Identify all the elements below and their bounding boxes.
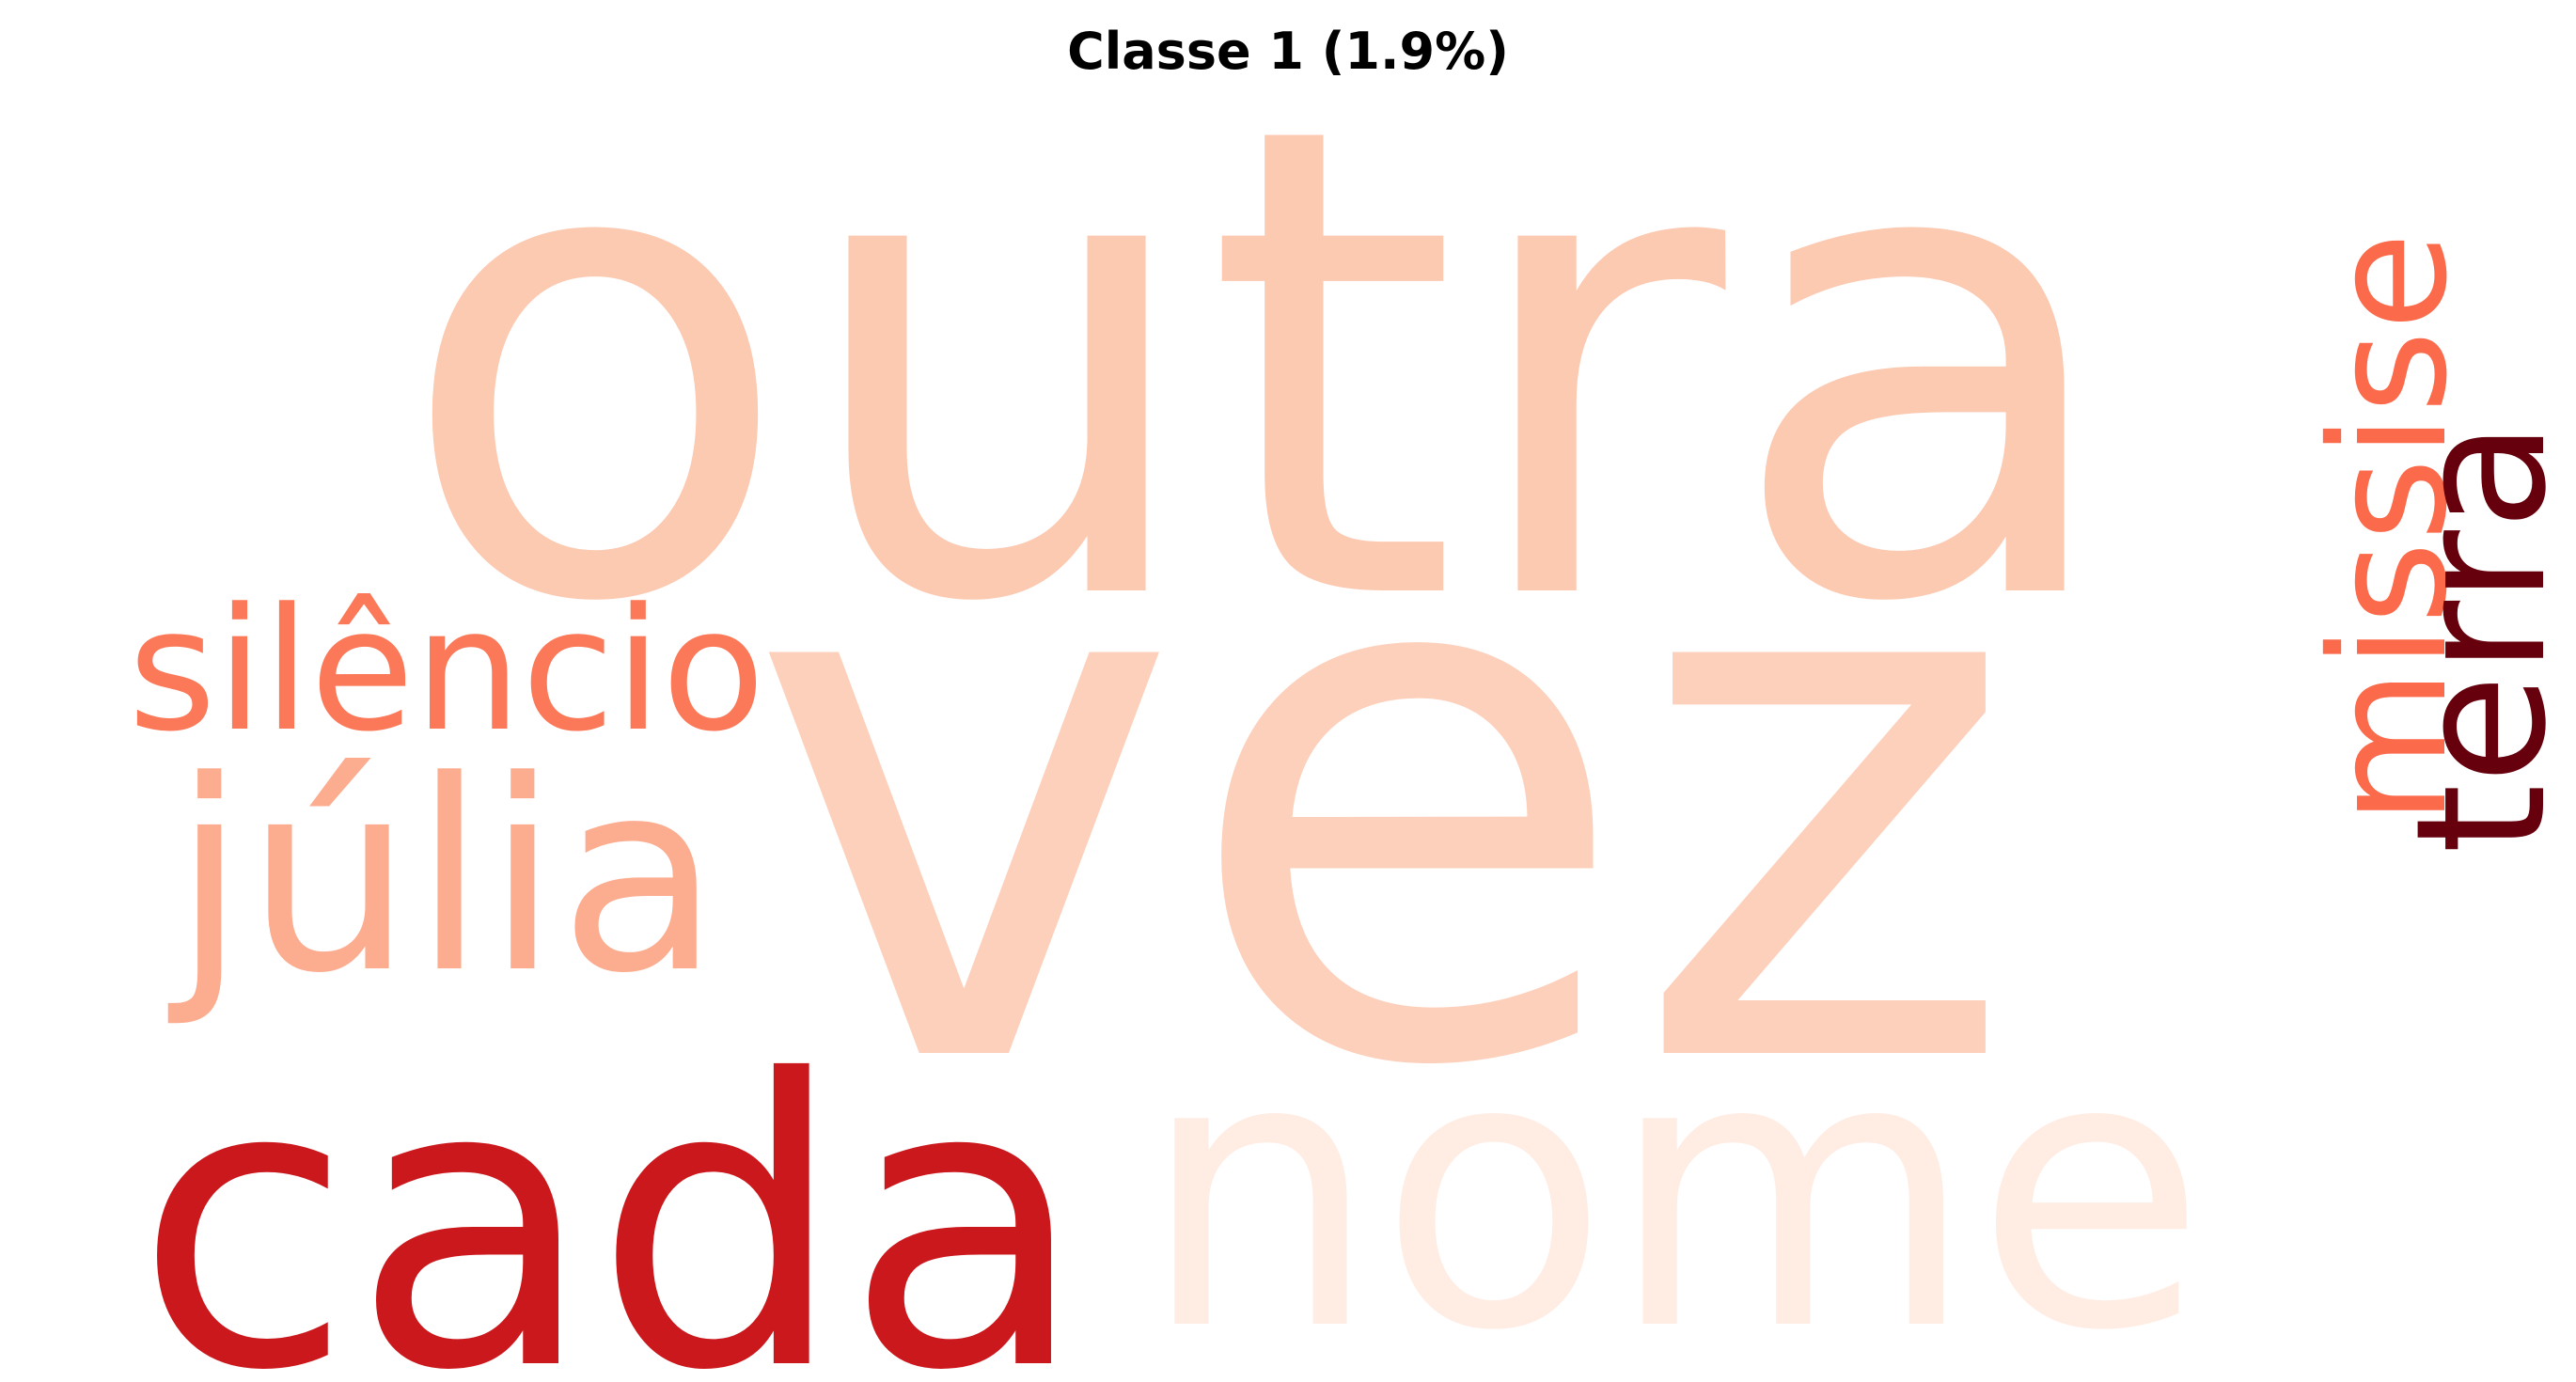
word-missise: missise	[2297, 232, 2483, 824]
chart-title: Classe 1 (1.9%)	[1067, 22, 1509, 81]
word-vez: vez	[747, 372, 2018, 1226]
word-terra: terra	[2378, 421, 2576, 855]
word-julia: júlia	[165, 725, 720, 1031]
word-outra: outra	[397, 0, 2124, 744]
word-nome: nome	[1140, 976, 2207, 1382]
word-silencio: silêncio	[128, 573, 765, 769]
word-cada: cada	[135, 997, 1087, 1382]
